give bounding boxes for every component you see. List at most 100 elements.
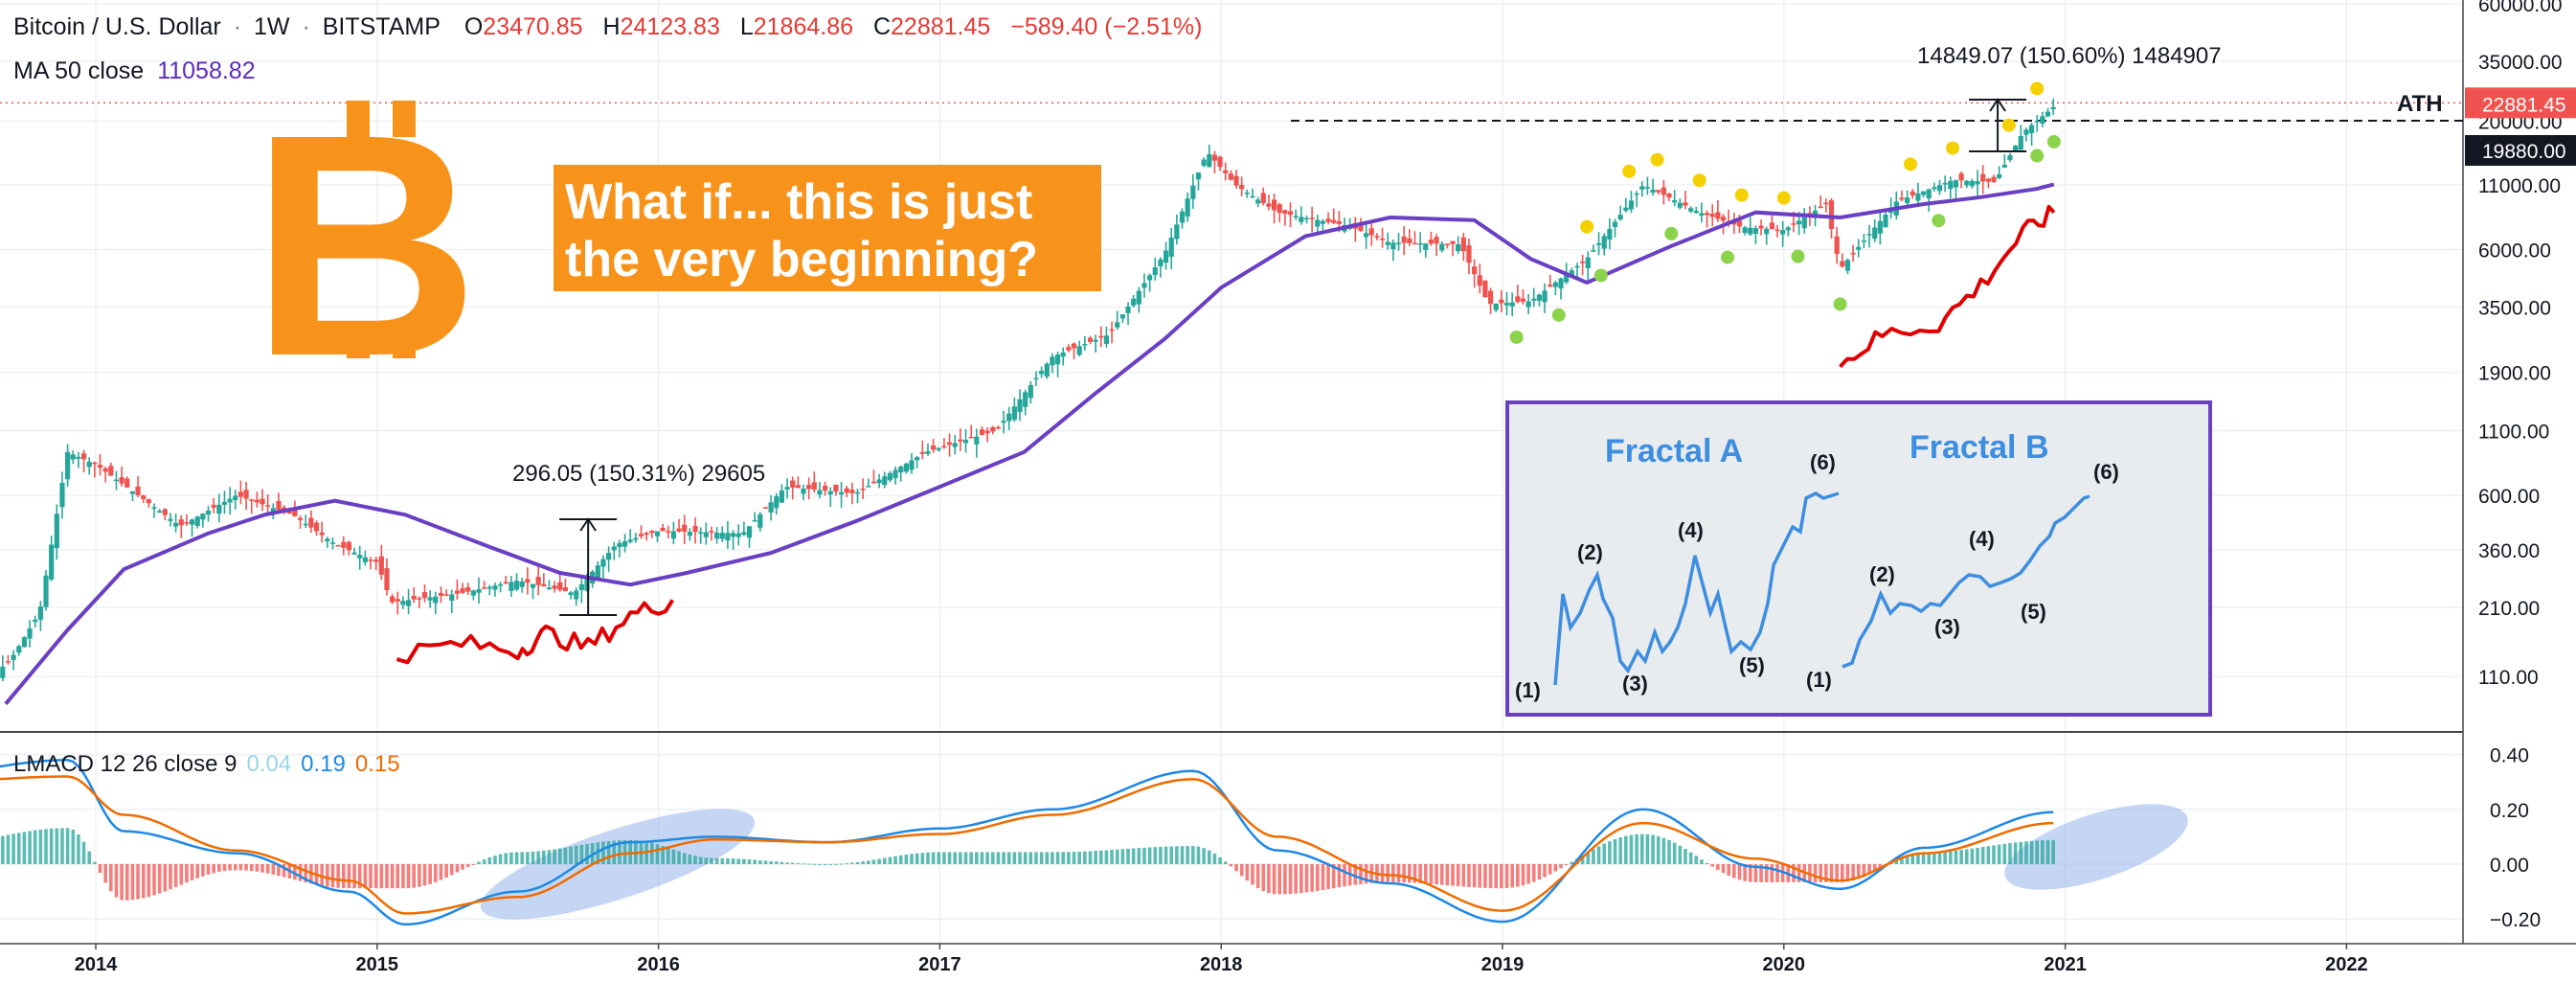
macd-bar <box>2041 840 2045 864</box>
macd-bar <box>898 855 903 864</box>
candle <box>611 541 617 560</box>
candle-body <box>1650 189 1656 194</box>
ath-badge: 19880.00 <box>2482 141 2566 163</box>
macd-bar <box>1894 859 1899 864</box>
candle <box>1769 214 1774 230</box>
candle-body <box>898 467 904 473</box>
candle-body <box>1548 285 1553 287</box>
candle-body <box>633 537 639 540</box>
candle <box>1364 221 1369 249</box>
candle-body <box>1693 211 1699 214</box>
candle <box>1834 226 1840 264</box>
wave-label: (5) <box>2021 600 2046 624</box>
macd-bar <box>1980 847 1985 864</box>
candle <box>233 490 238 510</box>
macd-bar <box>985 852 989 864</box>
candle <box>329 537 336 550</box>
candle <box>1905 190 1910 208</box>
candle-body <box>1574 265 1580 268</box>
macd-bar <box>1678 845 1683 864</box>
candle-body <box>660 528 666 532</box>
candle-body <box>1093 339 1098 342</box>
macd-bar <box>980 852 984 864</box>
macd-bar <box>931 852 936 864</box>
macd-bar <box>244 864 248 871</box>
candle-body <box>433 596 439 604</box>
bitcoin-logo: B <box>251 68 479 422</box>
time-tick-label: 2014 <box>75 954 118 975</box>
macd-bar <box>1651 834 1655 864</box>
candle-body <box>1856 246 1862 250</box>
candle <box>1303 215 1310 224</box>
candle-body <box>1850 252 1856 255</box>
candle <box>417 596 422 608</box>
candle <box>1509 292 1515 317</box>
candle-body <box>984 430 990 434</box>
candle <box>823 481 828 496</box>
candle-body <box>454 590 461 594</box>
macd-bar <box>369 864 373 889</box>
candle <box>1823 198 1829 213</box>
candle <box>974 428 980 458</box>
candle <box>1017 389 1023 422</box>
ma-legend[interactable]: MA 50 close 11058.82 <box>13 57 256 85</box>
candle <box>627 529 633 544</box>
macd-bar <box>1705 862 1709 864</box>
macd-bar <box>845 863 849 865</box>
macd-legend[interactable]: LMACD 12 26 close 9 0.04 0.19 0.15 <box>13 751 400 778</box>
macd-bar <box>1137 848 1141 864</box>
candle <box>541 573 547 587</box>
candle <box>1282 209 1288 226</box>
candle-body <box>1872 227 1878 240</box>
candle-body <box>1834 236 1840 255</box>
macd-bar <box>612 840 617 864</box>
candle-body <box>568 592 574 596</box>
candle <box>395 591 400 615</box>
candle <box>498 582 504 593</box>
candle <box>438 586 444 604</box>
macd-bar <box>1516 864 1520 887</box>
macd-bar <box>395 864 400 889</box>
signal-dot <box>2030 148 2045 163</box>
candle-body <box>292 507 298 516</box>
candle <box>1969 178 1976 189</box>
macd-bar <box>942 852 946 864</box>
macd-bar <box>828 863 833 865</box>
candle-body <box>1639 186 1645 190</box>
time-tick-label: 2017 <box>918 954 961 975</box>
candle-body <box>1932 187 1937 190</box>
candle <box>849 482 855 505</box>
candle-body <box>1644 187 1651 189</box>
candle <box>1948 176 1954 199</box>
candle <box>1580 254 1586 276</box>
candle-body <box>1466 245 1472 263</box>
macd-bar <box>1753 864 1758 882</box>
macd-bar <box>1067 852 1071 864</box>
macd-bar <box>1927 852 1932 864</box>
ath-badge-bg <box>2465 135 2576 167</box>
macd-bar <box>1819 864 1823 882</box>
candle <box>1748 217 1753 237</box>
symbol-legend[interactable]: Bitcoin / U.S. Dollar · 1W · BITSTAMP O2… <box>13 13 1203 40</box>
candle <box>1785 225 1791 237</box>
macd-bar <box>1028 852 1033 864</box>
macd-bar <box>195 864 200 879</box>
candle-body <box>1054 354 1061 365</box>
macd-bar <box>114 864 119 898</box>
candle <box>486 584 492 596</box>
candle <box>1699 202 1705 223</box>
signal-dot <box>1791 249 1805 263</box>
candle <box>297 515 304 529</box>
macd-bar <box>1402 864 1406 883</box>
macd-bar <box>422 864 427 886</box>
candle <box>1023 389 1028 416</box>
candle-body <box>513 581 520 590</box>
macd-bar <box>802 863 805 865</box>
macd-bar <box>55 828 59 864</box>
candle-body <box>503 582 508 584</box>
candle-body <box>1840 261 1845 267</box>
candle-body <box>135 486 141 496</box>
macd-bar <box>834 863 838 865</box>
macd-bar <box>1461 864 1466 887</box>
